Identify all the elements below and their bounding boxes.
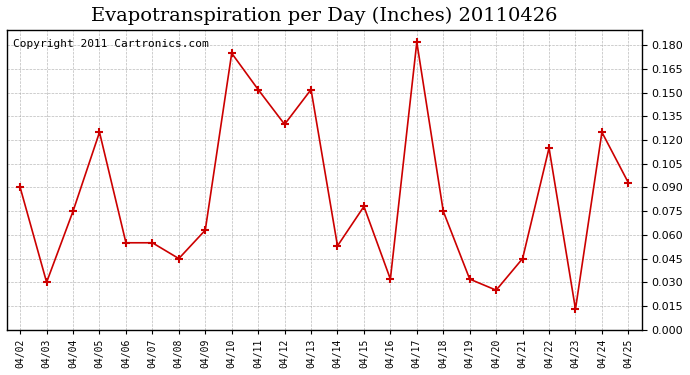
Title: Evapotranspiration per Day (Inches) 20110426: Evapotranspiration per Day (Inches) 2011… xyxy=(91,7,558,25)
Text: Copyright 2011 Cartronics.com: Copyright 2011 Cartronics.com xyxy=(13,39,209,48)
